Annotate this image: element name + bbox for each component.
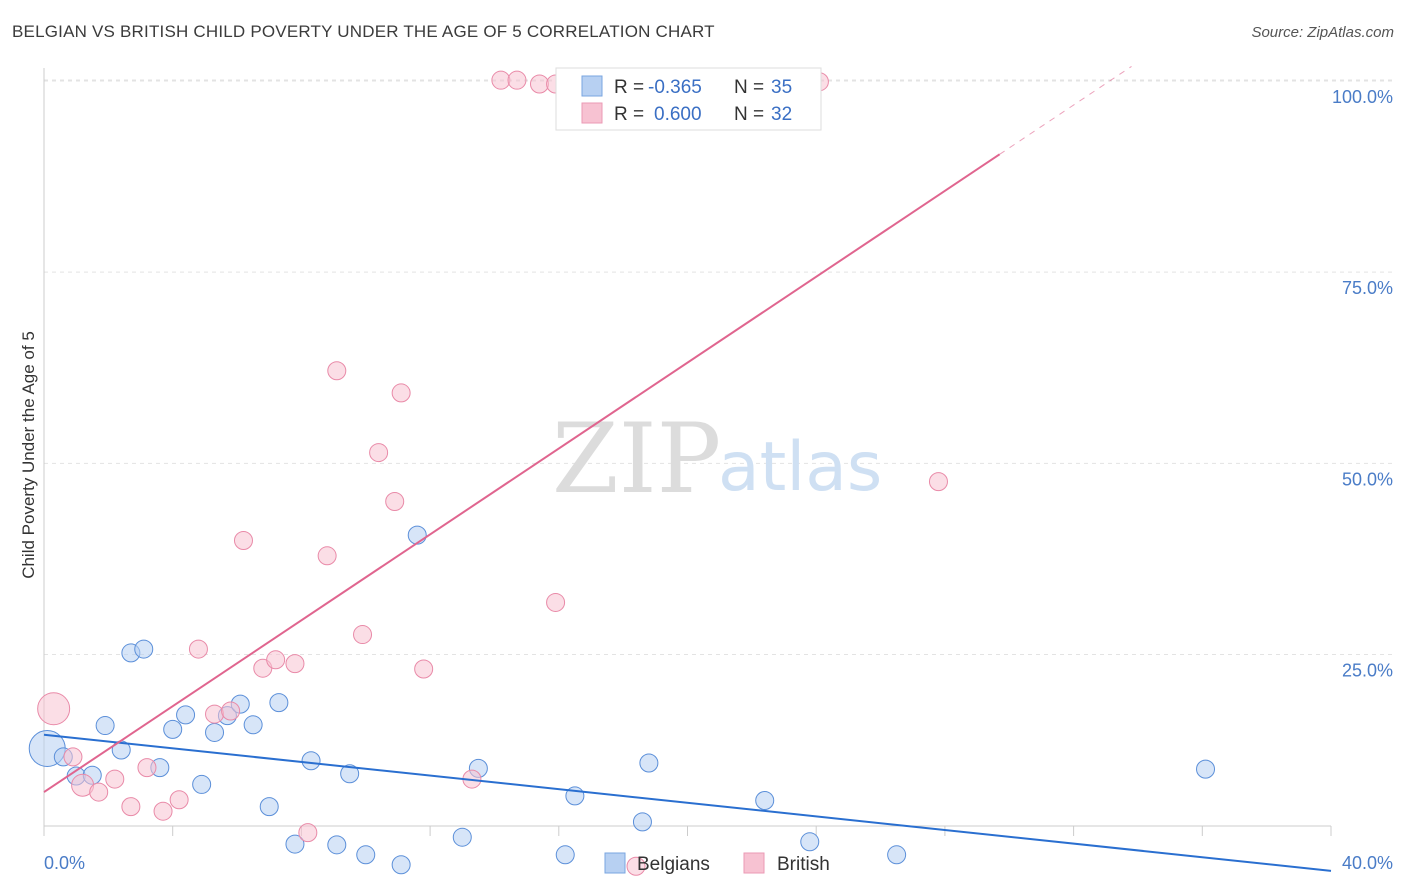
point-british-0 (37, 692, 71, 726)
y-tick-label-50: 50.0% (1342, 469, 1393, 489)
point-belgians-19 (301, 751, 321, 771)
point-belgians-29 (632, 812, 652, 832)
series-belgians (28, 525, 1216, 875)
point-british-1 (63, 747, 83, 767)
bottom-legend-label-belgians: Belgians (637, 854, 710, 875)
point-british-30 (626, 856, 646, 876)
point-british-8 (169, 790, 189, 810)
point-british-21 (385, 492, 405, 512)
y-tick-labels: 25.0% 50.0% 75.0% 100.0% (1332, 87, 1393, 681)
trendlines (43, 65, 1332, 872)
point-british-18 (327, 361, 347, 381)
legend-n-value-british: 32 (771, 104, 792, 125)
x-tick-label-max: 40.0% (1342, 853, 1393, 873)
bottom-legend-label-british: British (777, 854, 830, 875)
point-british-19 (353, 625, 373, 645)
point-british-26 (507, 70, 527, 90)
point-belgians-27 (555, 845, 575, 865)
point-belgians-25 (452, 827, 472, 847)
source-credit: Source: ZipAtlas.com (1251, 24, 1394, 41)
point-british-17 (317, 546, 337, 566)
point-belgians-9 (163, 719, 183, 739)
watermark-atlas: atlas (718, 428, 882, 507)
point-belgians-12 (205, 722, 225, 742)
y-axis-label: Child Poverty Under the Age of 5 (19, 331, 38, 579)
point-british-23 (414, 659, 434, 679)
point-british-7 (153, 801, 173, 821)
point-belgians-30 (639, 753, 659, 773)
point-belgians-17 (269, 693, 289, 713)
point-belgians-15 (243, 715, 263, 735)
trendline-belgians (43, 733, 1332, 872)
y-tick-label-100: 100.0% (1332, 87, 1393, 107)
point-belgians-34 (1196, 759, 1216, 779)
point-belgians-21 (340, 764, 360, 784)
point-british-4 (105, 769, 125, 789)
point-british-29 (546, 592, 566, 612)
trendline-british (43, 153, 1001, 793)
point-british-22 (391, 383, 411, 403)
point-belgians-33 (887, 845, 907, 865)
legend-r-label-british: R = (614, 104, 644, 125)
point-british-9 (188, 639, 208, 659)
point-belgians-18 (285, 834, 305, 854)
point-british-14 (266, 650, 286, 670)
legend-r-label-belgians: R = (614, 77, 644, 98)
correlation-legend: R = -0.365 N = 35 R = 0.600 N = 32 (555, 67, 822, 131)
trendline-british-extension (999, 65, 1132, 155)
series-legend: Belgians British (604, 852, 830, 875)
chart-title: BELGIAN VS BRITISH CHILD POVERTY UNDER T… (12, 22, 715, 41)
point-british-3 (89, 782, 109, 802)
point-belgians-11 (192, 774, 212, 794)
point-belgians-22 (356, 845, 376, 865)
legend-n-label-british: N = (734, 104, 764, 125)
point-belgians-7 (134, 639, 154, 659)
point-belgians-32 (800, 832, 820, 852)
point-belgians-31 (755, 790, 775, 810)
point-belgians-10 (176, 705, 196, 725)
legend-swatch-belgians (581, 75, 603, 97)
point-belgians-24 (407, 525, 427, 545)
legend-n-label-belgians: N = (734, 77, 764, 98)
point-belgians-16 (259, 797, 279, 817)
bottom-legend-swatch-british (743, 852, 765, 874)
point-british-15 (285, 654, 305, 674)
point-belgians-20 (327, 835, 347, 855)
point-british-6 (137, 758, 157, 778)
legend-r-value-belgians: -0.365 (648, 77, 702, 98)
gridlines (44, 79, 1393, 655)
series-british (37, 70, 948, 876)
point-british-16 (298, 823, 318, 843)
legend-n-value-belgians: 35 (771, 77, 792, 98)
y-tick-label-75: 75.0% (1342, 278, 1393, 298)
point-belgians-4 (95, 716, 115, 736)
x-tick-label-min: 0.0% (44, 853, 85, 873)
watermark: ZIP atlas (552, 403, 882, 515)
point-belgians-23 (391, 855, 411, 875)
legend-r-value-british: 0.600 (654, 104, 702, 125)
point-british-20 (369, 443, 389, 463)
bottom-legend-swatch-belgians (604, 852, 626, 874)
point-british-10 (205, 704, 225, 724)
point-british-32 (928, 472, 948, 492)
watermark-zip: ZIP (552, 403, 721, 515)
point-british-5 (121, 797, 141, 817)
y-tick-label-25: 25.0% (1342, 661, 1393, 681)
point-british-25 (491, 70, 511, 90)
legend-swatch-british (581, 102, 603, 124)
point-british-12 (233, 531, 253, 551)
point-british-27 (529, 74, 549, 94)
point-british-11 (221, 701, 241, 721)
